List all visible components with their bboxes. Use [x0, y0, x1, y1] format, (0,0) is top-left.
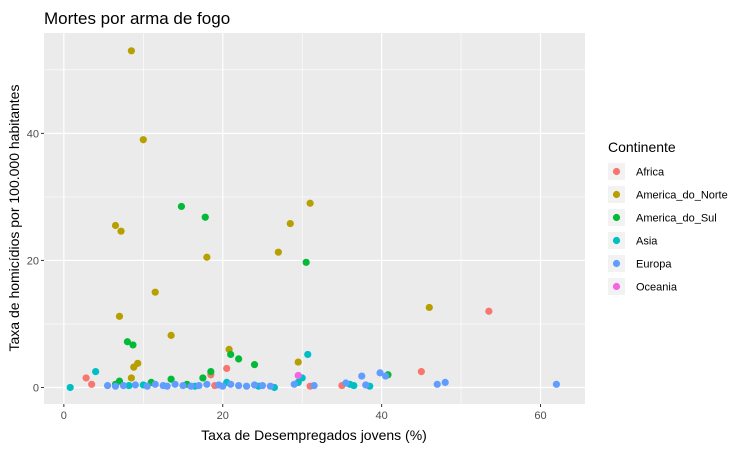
data-point-europa: [179, 381, 187, 390]
data-point-america-do-norte: [167, 331, 175, 339]
data-point-europa: [131, 381, 139, 389]
data-point-america-do-norte: [134, 359, 142, 367]
y-tick-label: 40: [27, 128, 39, 140]
data-point-america-do-sul: [129, 341, 137, 349]
data-point-europa: [227, 380, 235, 388]
data-point-europa: [250, 381, 259, 389]
data-point-europa: [310, 381, 318, 390]
data-point-africa: [485, 307, 493, 315]
data-point-america-do-norte: [139, 136, 147, 144]
legend-key-point: [612, 259, 621, 268]
legend-key-point: [612, 190, 621, 199]
y-tick-label: 20: [27, 255, 39, 267]
data-point-america-do-sul: [235, 355, 243, 363]
y-axis-title: Taxa de homicídios por 100.000 habitante…: [6, 85, 22, 352]
data-point-europa: [258, 381, 267, 390]
data-point-america-do-sul: [177, 202, 186, 211]
data-point-europa: [266, 382, 275, 390]
data-point-america-do-norte: [274, 248, 282, 256]
legend-label: Oceania: [636, 282, 678, 294]
data-point-europa: [119, 381, 128, 390]
data-point-europa: [342, 379, 350, 387]
data-point-europa: [163, 382, 171, 390]
data-point-asia: [125, 381, 133, 390]
data-point-europa: [151, 380, 159, 388]
data-point-america-do-norte: [117, 227, 125, 235]
data-point-asia: [92, 368, 100, 376]
data-point-america-do-sul: [201, 213, 209, 221]
data-point-america-do-norte: [286, 219, 294, 228]
data-point-europa: [242, 382, 251, 390]
data-point-europa: [203, 380, 211, 388]
data-point-europa: [171, 380, 179, 388]
data-point-asia: [66, 383, 74, 392]
data-point-america-do-norte: [115, 312, 124, 320]
x-tick-label: 40: [376, 410, 388, 422]
data-point-asia: [304, 350, 312, 359]
legend-label: Africa: [636, 167, 665, 179]
x-tick-label: 0: [61, 410, 67, 422]
data-point-africa: [82, 374, 90, 382]
data-point-europa: [552, 380, 561, 388]
data-point-europa: [111, 382, 120, 390]
x-axis-ticks: 0 20 40 60: [61, 404, 547, 422]
y-tick-label: 0: [33, 382, 39, 394]
data-point-europa: [441, 378, 449, 387]
data-point-europa: [103, 381, 112, 390]
data-point-asia: [350, 381, 358, 390]
legend-items: Africa America_do_Norte America_do_Sul Asia…: [608, 163, 728, 295]
data-point-america-do-sul: [302, 258, 310, 266]
data-point-europa: [235, 381, 243, 390]
data-point-america-do-norte: [111, 221, 120, 230]
data-point-africa: [417, 368, 425, 376]
data-point-africa: [223, 364, 231, 373]
legend-title: Continente: [608, 139, 676, 155]
data-point-europa: [195, 381, 203, 390]
data-point-america-do-sul: [167, 375, 175, 383]
legend-label: Europa: [636, 259, 672, 271]
x-tick-label: 20: [217, 410, 229, 422]
data-point-america-do-norte: [425, 303, 433, 312]
data-point-oceania: [294, 371, 302, 380]
data-point-america-do-sul: [207, 368, 215, 376]
grid-minor: [44, 33, 585, 404]
x-tick-label: 60: [534, 410, 546, 422]
data-point-europa: [187, 382, 195, 390]
legend-key-point: [612, 213, 621, 222]
data-point-america-do-norte: [294, 358, 302, 366]
data-point-america-do-sul: [250, 361, 259, 369]
data-point-america-do-norte: [127, 374, 135, 382]
data-points: [66, 47, 561, 392]
data-point-america-do-sul: [123, 338, 132, 346]
legend: Continente Africa America_do_Norte America…: [608, 139, 728, 295]
data-point-europa: [362, 381, 370, 389]
data-point-america-do-norte: [203, 253, 211, 261]
data-point-america-do-sul: [227, 350, 235, 359]
data-point-america-do-norte: [127, 47, 135, 55]
plot-panel: [44, 33, 585, 404]
legend-key-point: [612, 282, 621, 291]
legend-label: America_do_Sul: [636, 213, 717, 225]
data-point-europa: [143, 382, 151, 390]
data-point-europa: [382, 372, 390, 380]
x-axis-title: Taxa de Desempregados jovens (%): [201, 427, 427, 443]
data-point-europa: [290, 380, 298, 388]
data-point-europa: [376, 369, 384, 377]
data-point-africa: [88, 380, 96, 388]
data-point-europa: [433, 380, 441, 388]
legend-label: Asia: [636, 236, 658, 248]
data-point-america-do-norte: [306, 199, 314, 207]
legend-key-point: [612, 236, 621, 245]
data-point-europa: [219, 382, 227, 390]
data-point-america-do-norte: [151, 288, 159, 296]
legend-key-point: [612, 167, 621, 176]
data-point-europa: [358, 372, 366, 380]
legend-label: America_do_Norte: [636, 190, 728, 202]
y-axis-ticks: 0 20 40: [27, 128, 44, 394]
data-point-america-do-sul: [199, 374, 207, 382]
chart-title: Mortes por arma de fogo: [44, 9, 230, 28]
